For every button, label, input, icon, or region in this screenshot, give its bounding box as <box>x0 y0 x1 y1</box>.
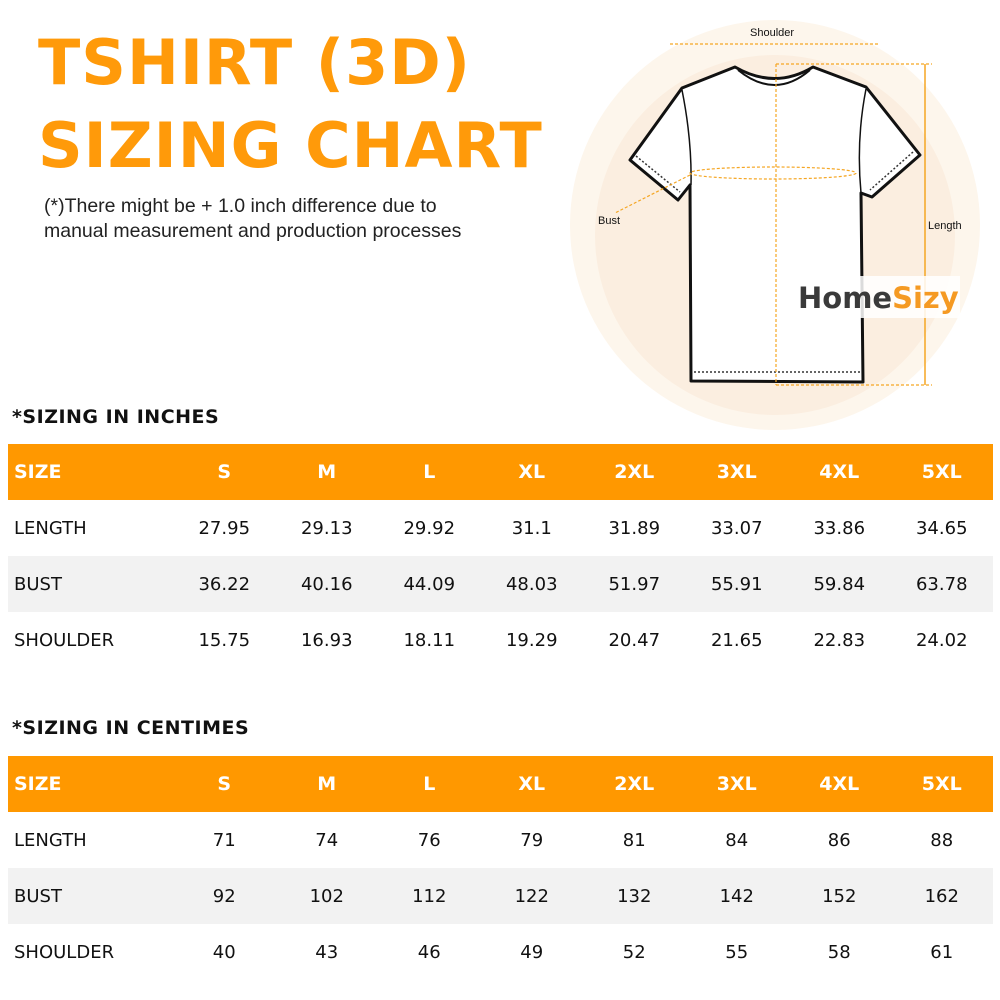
table-cell: 142 <box>685 868 788 924</box>
row-label: BUST <box>8 868 173 924</box>
page-title-line1: TSHIRT (3D) <box>38 26 472 99</box>
table-cell: 40.16 <box>275 556 378 612</box>
table-cell: 33.86 <box>813 517 866 539</box>
table-cell: 27.95 <box>198 517 251 539</box>
header-size-3xl: 3XL <box>685 444 788 500</box>
table-cell: 34.65 <box>915 517 968 539</box>
table-row-bust: BUST 92 102 112 122 132 142 152 162 <box>8 868 993 924</box>
header-size-5xl: 5XL <box>890 756 993 812</box>
table-cell: 33.07 <box>710 517 763 539</box>
table-header-row: SIZE S M L XL 2XL 3XL 4XL 5XL <box>8 756 993 812</box>
table-cell: 61 <box>930 941 954 963</box>
table-cell: 132 <box>583 868 686 924</box>
header-size-4xl: 4XL <box>788 756 891 812</box>
homesizy-logo: HomeSizy <box>798 281 959 315</box>
table-cell: 44.09 <box>378 556 481 612</box>
table-cell: 46 <box>417 941 441 963</box>
table-row-shoulder: SHOULDER 40 43 46 49 52 55 58 61 <box>8 924 993 980</box>
header-size-label: SIZE <box>8 444 173 500</box>
header-size-m: M <box>275 444 378 500</box>
table-cell: 29.92 <box>403 517 456 539</box>
header-size-3xl: 3XL <box>685 756 788 812</box>
table-cell: 76 <box>417 829 441 851</box>
table-cell: 92 <box>173 868 276 924</box>
table-cell: 86 <box>827 829 851 851</box>
table-cell: 31.1 <box>511 517 552 539</box>
centimeters-section-title: *SIZING IN CENTIMES <box>12 717 250 739</box>
table-cell: 58 <box>827 941 851 963</box>
table-cell: 18.11 <box>403 629 456 651</box>
table-cell: 74 <box>315 829 339 851</box>
table-row-length: LENGTH 71 74 76 79 81 84 86 88 <box>8 812 993 868</box>
table-cell: 31.89 <box>608 517 661 539</box>
tshirt-diagram: Shoulder Bust Length HomeSizy <box>570 20 980 430</box>
table-cell: 19.29 <box>505 629 558 651</box>
table-cell: 22.83 <box>813 629 866 651</box>
table-cell: 48.03 <box>480 556 583 612</box>
table-cell: 20.47 <box>608 629 661 651</box>
header-size-xl: XL <box>480 756 583 812</box>
note-line2: manual measurement and production proces… <box>44 220 462 242</box>
table-header-row: SIZE S M L XL 2XL 3XL 4XL 5XL <box>8 444 993 500</box>
table-cell: 81 <box>622 829 646 851</box>
table-cell: 15.75 <box>198 629 251 651</box>
row-label: BUST <box>8 556 173 612</box>
table-cell: 49 <box>520 941 544 963</box>
header-size-5xl: 5XL <box>890 444 993 500</box>
table-cell: 79 <box>520 829 544 851</box>
table-cell: 43 <box>315 941 339 963</box>
table-cell: 55 <box>725 941 749 963</box>
row-label: LENGTH <box>14 829 87 851</box>
header-size-xl: XL <box>480 444 583 500</box>
header-size-4xl: 4XL <box>788 444 891 500</box>
table-cell: 152 <box>788 868 891 924</box>
table-cell: 88 <box>930 829 954 851</box>
centimeters-size-table: SIZE S M L XL 2XL 3XL 4XL 5XL LENGTH 71 74 76 79 81 84… <box>8 756 993 980</box>
note-line1: (*)There might be + 1.0 inch difference … <box>44 195 437 217</box>
table-cell: 55.91 <box>685 556 788 612</box>
table-cell: 59.84 <box>788 556 891 612</box>
header-size-s: S <box>173 444 276 500</box>
header-size-2xl: 2XL <box>583 444 686 500</box>
header-size-m: M <box>275 756 378 812</box>
table-cell: 122 <box>480 868 583 924</box>
table-row-bust: BUST 36.22 40.16 44.09 48.03 51.97 55.91 59.84 6… <box>8 556 993 612</box>
table-cell: 36.22 <box>173 556 276 612</box>
table-cell: 162 <box>890 868 993 924</box>
header-size-label: SIZE <box>8 756 173 812</box>
bust-label: Bust <box>598 215 620 227</box>
table-cell: 71 <box>212 829 236 851</box>
header-size-l: L <box>378 756 481 812</box>
shoulder-label: Shoulder <box>750 27 794 39</box>
table-cell: 102 <box>275 868 378 924</box>
row-label: LENGTH <box>14 517 87 539</box>
header-size-s: S <box>173 756 276 812</box>
bust-measure-line <box>689 166 857 180</box>
table-cell: 40 <box>212 941 236 963</box>
table-cell: 21.65 <box>710 629 763 651</box>
table-row-shoulder: SHOULDER 15.75 16.93 18.11 19.29 20.47 21.65 22… <box>8 612 993 668</box>
inches-section-title: *SIZING IN INCHES <box>12 406 220 428</box>
table-cell: 24.02 <box>915 629 968 651</box>
measurement-note: (*)There might be + 1.0 inch difference … <box>44 194 461 244</box>
header-size-2xl: 2XL <box>583 756 686 812</box>
row-label: SHOULDER <box>14 941 115 963</box>
inches-size-table: SIZE S M L XL 2XL 3XL 4XL 5XL LENGTH 27.95 29.13 29… <box>8 444 993 668</box>
table-cell: 51.97 <box>583 556 686 612</box>
table-cell: 16.93 <box>300 629 353 651</box>
table-cell: 84 <box>725 829 749 851</box>
table-cell: 52 <box>622 941 646 963</box>
table-row-length: LENGTH 27.95 29.13 29.92 31.1 31.89 33.07 33.86… <box>8 500 993 556</box>
header-size-l: L <box>378 444 481 500</box>
table-cell: 29.13 <box>300 517 353 539</box>
table-cell: 112 <box>378 868 481 924</box>
length-label: Length <box>928 220 962 232</box>
page-title-line2: SIZING CHART <box>38 109 543 182</box>
table-cell: 63.78 <box>890 556 993 612</box>
row-label: SHOULDER <box>14 629 115 651</box>
